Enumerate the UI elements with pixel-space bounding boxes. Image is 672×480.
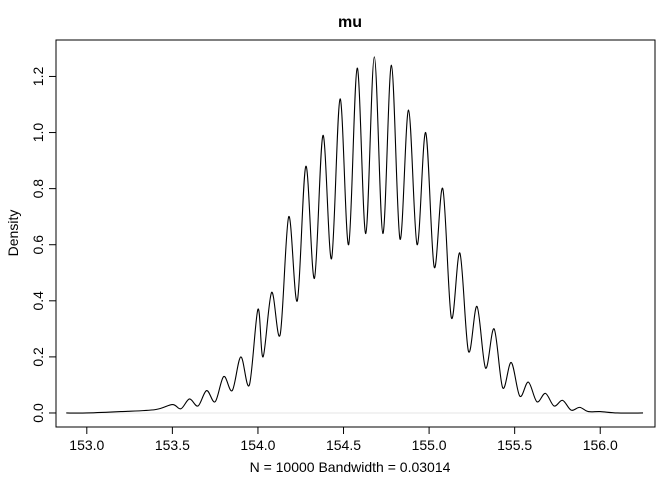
density-curve xyxy=(66,56,644,414)
chart-title: mu xyxy=(338,14,362,31)
y-axis: 0.0 0.2 0.4 0.6 0.8 1.0 1.2 xyxy=(30,67,56,423)
x-tick-label: 153.5 xyxy=(155,437,190,453)
series-layer xyxy=(66,56,644,414)
x-axis-label: N = 10000 Bandwidth = 0.03014 xyxy=(250,459,451,475)
y-tick-label: 1.2 xyxy=(30,67,46,87)
y-tick-label: 0.6 xyxy=(30,235,46,255)
x-tick-label: 155.0 xyxy=(412,437,447,453)
x-tick-label: 156.0 xyxy=(583,437,618,453)
y-tick-label: 0.4 xyxy=(30,291,46,311)
x-tick-label: 154.5 xyxy=(326,437,361,453)
x-tick-label: 154.0 xyxy=(240,437,275,453)
x-axis: 153.0 153.5 154.0 154.5 155.0 155.5 156.0 xyxy=(69,427,618,453)
x-tick-label: 153.0 xyxy=(69,437,104,453)
y-tick-label: 0.0 xyxy=(30,403,46,423)
y-tick-label: 0.8 xyxy=(30,179,46,199)
x-tick-label: 155.5 xyxy=(497,437,532,453)
plot-frame xyxy=(55,39,656,428)
y-axis-label: Density xyxy=(5,210,21,257)
y-tick-label: 1.0 xyxy=(30,123,46,143)
y-tick-label: 0.2 xyxy=(30,347,46,367)
